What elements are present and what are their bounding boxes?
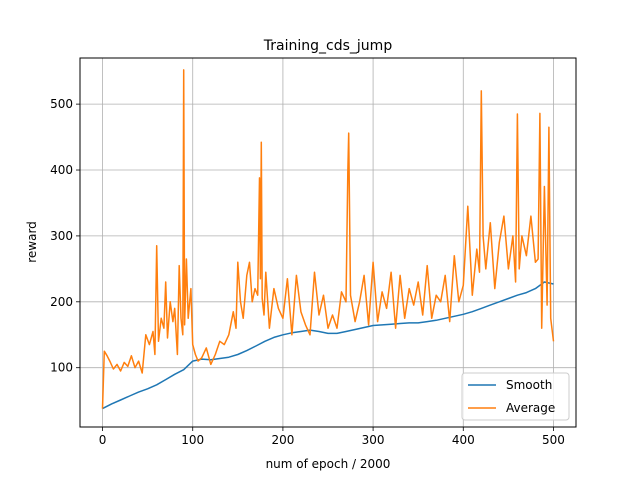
series-layer bbox=[101, 69, 555, 410]
x-axis-label: num of epoch / 2000 bbox=[266, 457, 391, 471]
chart-title: Training_cds_jump bbox=[263, 38, 393, 54]
y-tick-label: 400 bbox=[50, 163, 73, 177]
x-tick-label: 100 bbox=[181, 433, 204, 447]
plot-frame bbox=[79, 57, 577, 428]
x-tick-label: 0 bbox=[99, 433, 107, 447]
y-tick-label: 100 bbox=[50, 361, 73, 375]
legend-label-average: Average bbox=[506, 401, 555, 415]
y-tick-label: 500 bbox=[50, 97, 73, 111]
series-line-smooth bbox=[102, 281, 554, 410]
series-line-average bbox=[101, 69, 555, 409]
legend-label-smooth: Smooth bbox=[506, 378, 552, 392]
legend: Smooth Average bbox=[461, 372, 570, 421]
x-tick-label: 500 bbox=[542, 433, 565, 447]
y-tick-label: 300 bbox=[50, 229, 73, 243]
y-axis-label: reward bbox=[25, 221, 39, 263]
y-tick-label: 200 bbox=[50, 295, 73, 309]
grid bbox=[80, 58, 576, 427]
axis-ticks: 0 100 200 300 400 500 100 200 300 400 500 bbox=[50, 97, 565, 447]
x-tick-label: 200 bbox=[271, 433, 294, 447]
x-tick-label: 400 bbox=[452, 433, 475, 447]
x-tick-label: 300 bbox=[362, 433, 385, 447]
